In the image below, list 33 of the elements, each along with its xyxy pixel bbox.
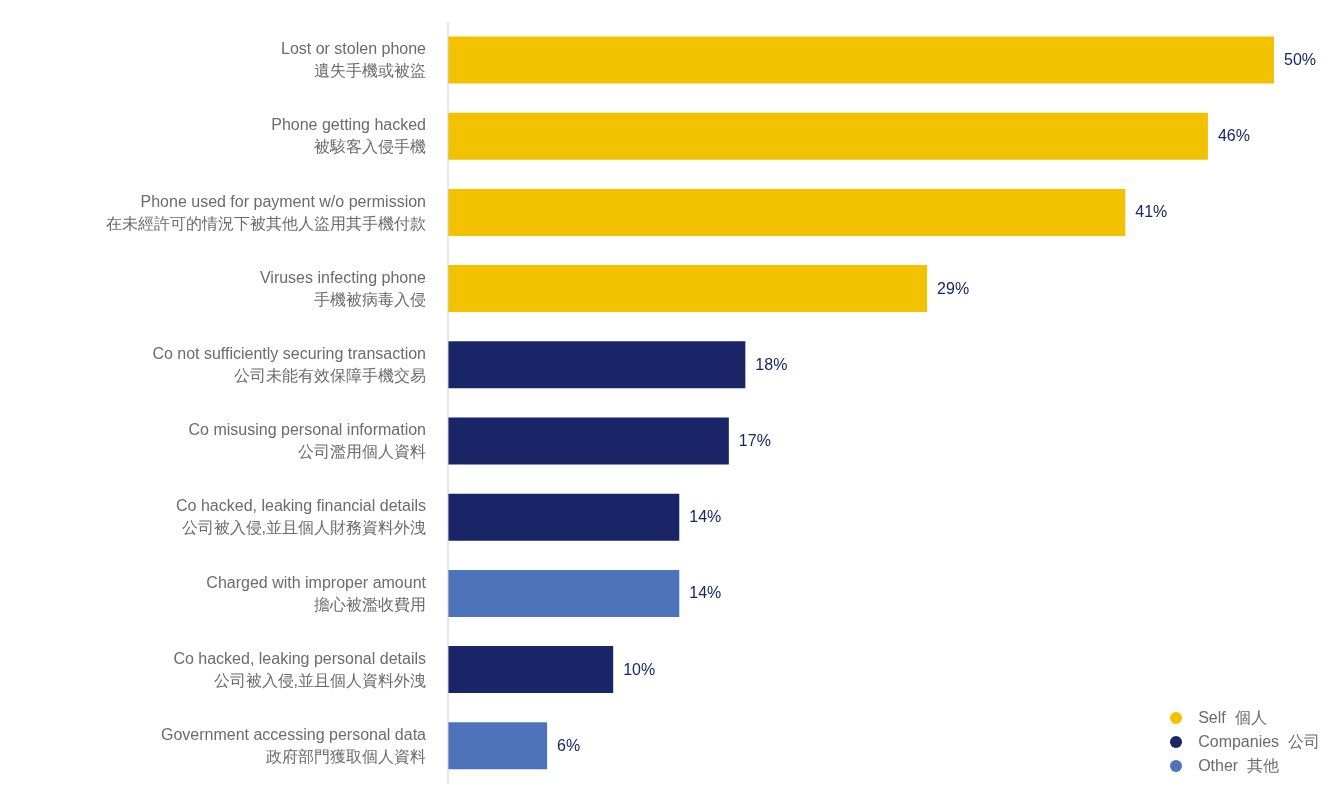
data-label: 10% (623, 660, 656, 678)
bar (448, 112, 1208, 160)
bar (448, 36, 1274, 84)
bar (448, 417, 729, 465)
y-tick-label: Lost or stolen phone 遺失手機或被盜 (281, 40, 427, 80)
y-tick-label: Co not sufficiently securing transaction 公司未能有效保障手機交易 (152, 344, 426, 384)
bar (448, 188, 1126, 236)
y-tick-label: Co hacked, leaking personal details 公司被入侵,並且個人資料外洩 (173, 649, 426, 689)
y-tick-label: Phone used for payment w/o permission 在未經許可的情況下被其他人盜用其手機付款 (106, 192, 426, 232)
data-label: 46% (1217, 127, 1250, 145)
y-tick-label: Government accessing personal data 政府部門獲取個人資料 (160, 725, 427, 765)
data-label: 29% (937, 279, 970, 297)
data-label: 18% (755, 355, 788, 373)
data-label: 41% (1135, 203, 1168, 221)
bar (448, 722, 548, 770)
y-tick-label: Viruses infecting phone 手機被病毒入侵 (259, 268, 427, 308)
bar (448, 265, 928, 313)
bar (448, 493, 680, 541)
data-label: 17% (738, 431, 771, 449)
legend-label: Self 個人 (1198, 707, 1267, 728)
y-tick-label: Phone getting hacked 被駭客入侵手機 (271, 116, 426, 156)
data-label: 6% (557, 736, 581, 754)
data-label: 50% (1284, 50, 1317, 68)
data-label: 14% (689, 584, 722, 602)
y-tick-label: Co misusing personal information 公司濫用個人資料 (188, 421, 426, 461)
legend-label: Other 其他 (1198, 755, 1280, 776)
bar (448, 569, 680, 617)
data-label: 14% (689, 508, 722, 526)
bar (448, 646, 614, 694)
legend-label: Companies 公司 (1198, 731, 1320, 752)
y-tick-label: Charged with improper amount 擔心被濫收費用 (206, 573, 427, 613)
y-tick-label: Co hacked, leaking financial details 公司被入侵,並且個人財務資料外洩 (176, 497, 426, 537)
bar (448, 341, 746, 389)
